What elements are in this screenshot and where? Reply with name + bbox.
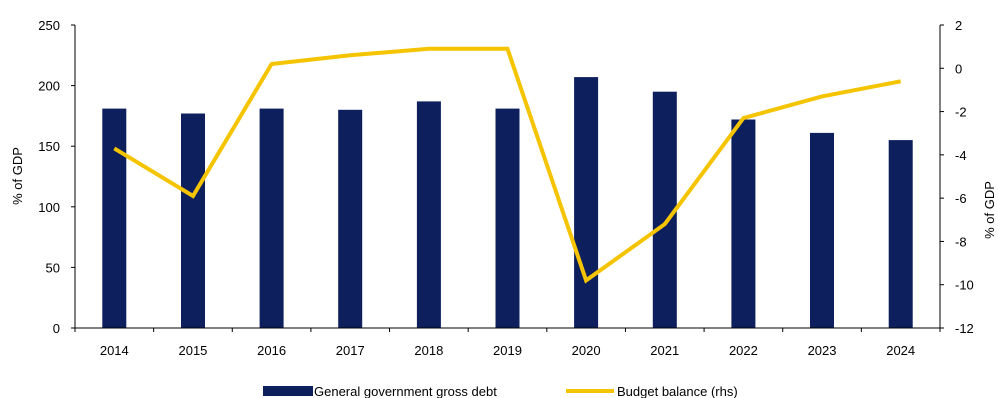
x-tick-label: 2023	[808, 343, 837, 358]
right-tick-label: -8	[955, 234, 967, 249]
legend-swatch-debt	[263, 386, 313, 396]
left-ticks-group: 0 50 100 150 200 250	[38, 18, 75, 336]
right-tick-label: -6	[955, 191, 967, 206]
bar-2020	[574, 77, 599, 328]
line-group	[113, 46, 902, 284]
x-tick-label: 2014	[100, 343, 129, 358]
x-tick-label: 2018	[414, 343, 443, 358]
x-tick-label: 2017	[336, 343, 365, 358]
x-tick-label: 2015	[178, 343, 207, 358]
right-ticks-group: -12 -10 -8 -6 -4 -2 0 2	[940, 18, 974, 336]
bar-2017	[338, 109, 363, 328]
bar-2024	[888, 140, 913, 328]
left-tick-label: 250	[38, 18, 60, 33]
legend-label-balance: Budget balance (rhs)	[617, 384, 738, 398]
x-tick-label: 2022	[729, 343, 758, 358]
legend-label-debt: General government gross debt	[314, 384, 497, 398]
bar-2021	[652, 91, 677, 328]
bar-2018	[416, 101, 441, 329]
budget-balance-line	[113, 46, 902, 284]
right-tick-label: 0	[955, 61, 962, 76]
left-tick-label: 0	[53, 321, 60, 336]
legend: General government gross debt Budget bal…	[263, 384, 738, 398]
bars-group	[102, 77, 913, 329]
x-tick-label: 2021	[650, 343, 679, 358]
bar-2019	[495, 108, 520, 328]
left-tick-label: 150	[38, 139, 60, 154]
x-tick-label: 2019	[493, 343, 522, 358]
bar-2014	[102, 108, 127, 328]
right-tick-label: -2	[955, 105, 967, 120]
x-tick-label: 2020	[572, 343, 601, 358]
right-tick-label: -12	[955, 321, 974, 336]
x-tick-label: 2024	[886, 343, 915, 358]
bar-2022	[731, 119, 756, 328]
left-axis-title: % of GDP	[10, 147, 25, 205]
right-tick-label: 2	[955, 18, 962, 33]
right-tick-label: -4	[955, 148, 967, 163]
x-tick-label: 2016	[257, 343, 286, 358]
right-tick-label: -10	[955, 278, 974, 293]
left-tick-label: 200	[38, 79, 60, 94]
x-ticks-group: 2014 2015 2016 2017 2018 2019 2020 2021 2022 2023…	[74, 328, 941, 358]
left-tick-label: 50	[46, 260, 60, 275]
bar-2016	[259, 108, 284, 328]
left-tick-label: 100	[38, 200, 60, 215]
right-axis-title: % of GDP	[982, 181, 997, 239]
bar-2015	[181, 113, 205, 328]
bar-2023	[810, 132, 834, 328]
